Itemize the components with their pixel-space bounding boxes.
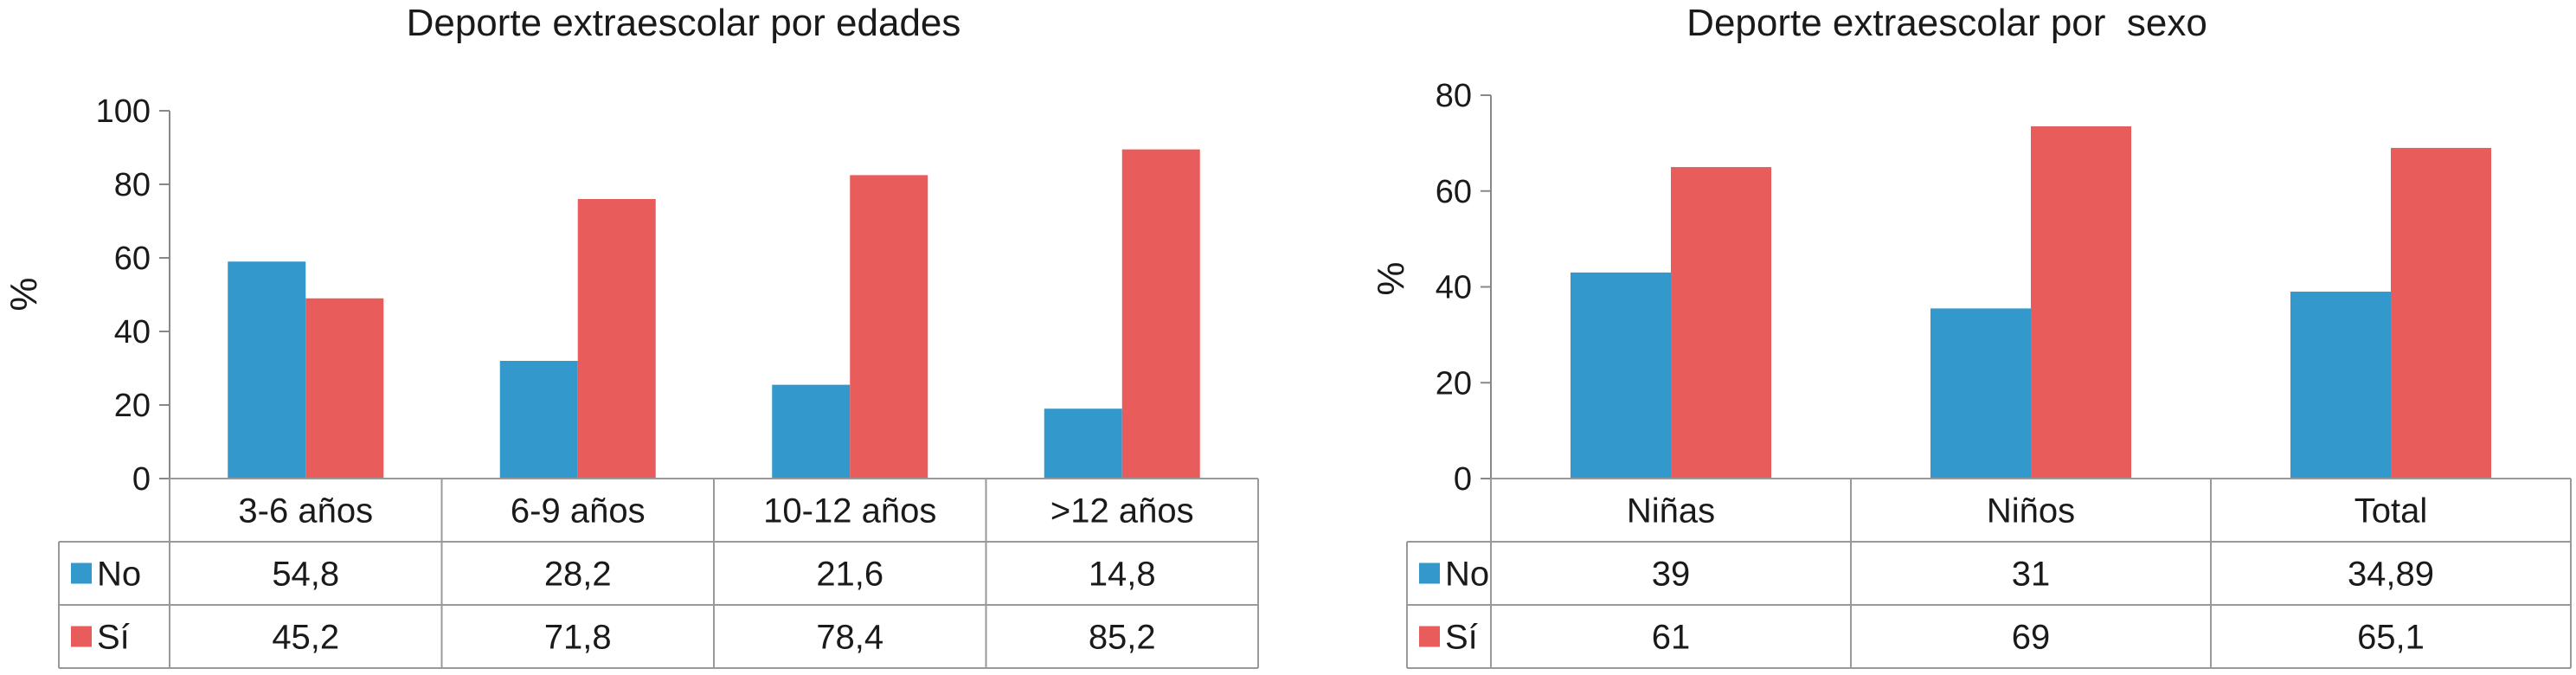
- bar-no: [1571, 272, 1671, 479]
- chart-svg-sexo: 0 20 40 60 80 Niñas Niños Total No 39 31 34,89 Sí 61 6…: [1406, 78, 2572, 669]
- y-tick-label: 60: [1436, 174, 1472, 210]
- bar-si: [305, 298, 384, 479]
- table-value: 31: [2012, 556, 2051, 594]
- chart-title: Deporte extraescolar por sexo: [1686, 2, 2207, 44]
- table-value: 65,1: [2357, 619, 2425, 657]
- table-value: 54,8: [272, 556, 339, 594]
- chart-title: Deporte extraescolar por edades: [406, 2, 961, 44]
- bar-no: [772, 384, 851, 479]
- table-value: 69: [2012, 619, 2051, 657]
- bar-si: [2031, 125, 2131, 479]
- y-tick-label: 60: [114, 241, 151, 277]
- chart-panel-sexo: Deporte extraescolar por sexo % 0 20 40 60 8…: [1333, 0, 2576, 675]
- table-value: 21,6: [816, 556, 883, 594]
- chart-svg-edades: 0 20 40 60 80 100 3-6 años 6-9 años 10-12 años >1…: [58, 93, 1259, 669]
- table-value: 34,89: [2348, 556, 2434, 594]
- legend-label: Sí: [97, 619, 130, 657]
- bar-si: [850, 175, 928, 479]
- y-tick-label: 0: [1454, 461, 1472, 498]
- x-category-label: >12 años: [1050, 492, 1194, 530]
- legend-label: No: [97, 556, 141, 594]
- table-value: 61: [1652, 619, 1691, 657]
- bar-no: [1044, 408, 1122, 479]
- table-value: 71,8: [544, 619, 612, 657]
- x-category-label: Niños: [1987, 492, 2075, 530]
- y-tick-label: 40: [1436, 270, 1472, 306]
- table-value: 78,4: [816, 619, 883, 657]
- legend-swatch-si: [1419, 626, 1440, 647]
- legend-label: No: [1445, 556, 1489, 594]
- y-tick-label: 100: [96, 93, 151, 130]
- legend-label: Sí: [1445, 619, 1478, 657]
- bar-si: [1121, 149, 1200, 479]
- bar-si: [577, 199, 656, 479]
- bar-si: [2391, 147, 2491, 479]
- x-category-label: 10-12 años: [763, 492, 936, 530]
- y-tick-label: 40: [114, 314, 151, 350]
- legend-swatch-no: [71, 562, 92, 584]
- table-value: 14,8: [1089, 556, 1156, 594]
- bar-no: [228, 261, 306, 479]
- y-tick-label: 80: [1436, 78, 1472, 114]
- table-value: 85,2: [1089, 619, 1156, 657]
- bar-no: [499, 361, 578, 479]
- y-tick-label: 20: [114, 388, 151, 424]
- x-category-label: 3-6 años: [238, 492, 373, 530]
- table-value: 45,2: [272, 619, 339, 657]
- y-tick-label: 80: [114, 167, 151, 203]
- y-tick-label: 0: [132, 461, 151, 498]
- y-tick-label: 20: [1436, 365, 1472, 402]
- bar-si: [1671, 167, 1771, 479]
- table-value: 39: [1652, 556, 1691, 594]
- bar-no: [1930, 308, 2031, 479]
- x-category-label: Niñas: [1627, 492, 1715, 530]
- chart-panel-edades: Deporte extraescolar por edades % 0 20 40 6…: [0, 0, 1263, 675]
- x-category-label: Total: [2354, 492, 2428, 530]
- table-value: 28,2: [544, 556, 612, 594]
- bar-no: [2290, 292, 2391, 479]
- legend-swatch-si: [71, 626, 92, 647]
- x-category-label: 6-9 años: [511, 492, 646, 530]
- legend-swatch-no: [1419, 562, 1440, 584]
